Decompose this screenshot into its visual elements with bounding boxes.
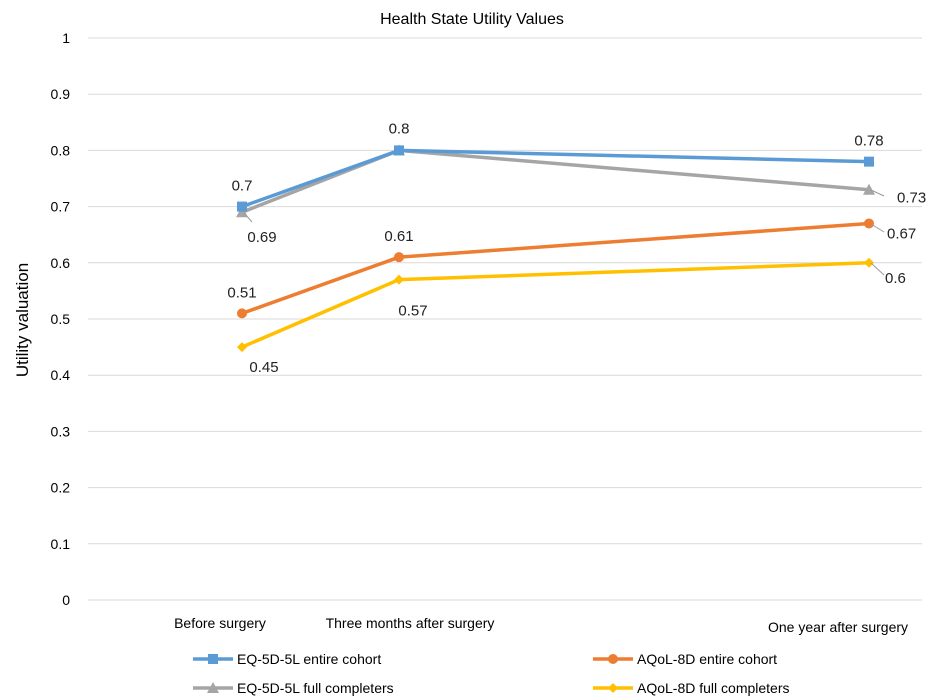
data-label: 0.57: [398, 303, 427, 320]
data-point: [394, 274, 404, 285]
data-point: [864, 156, 874, 167]
legend-label: EQ-5D-5L full completers: [237, 680, 394, 696]
data-point: [237, 201, 247, 212]
chart-title: Health State Utility Values: [380, 11, 564, 28]
gridlines: [88, 37, 922, 601]
y-axis-ticks: 0 0.1 0.2 0.3 0.4 0.5 0.6 0.7 0.8 0.9 1: [51, 30, 71, 608]
data-label: 0.78: [854, 133, 883, 150]
y-tick-label: 0.6: [51, 255, 71, 271]
y-tick-label: 0.5: [51, 311, 71, 327]
data-label: 0.61: [384, 228, 413, 245]
y-tick-label: 1: [62, 30, 70, 46]
y-axis-label: Utility valuation: [13, 263, 32, 377]
y-tick-label: 0.3: [51, 423, 71, 439]
y-tick-label: 0.4: [51, 367, 71, 383]
data-point: [608, 654, 618, 664]
y-tick-label: 0.7: [51, 199, 71, 215]
legend-label: AQoL-8D entire cohort: [637, 651, 777, 667]
data-label: 0.69: [247, 229, 276, 246]
y-tick-label: 0.9: [51, 86, 71, 102]
label-leader: [870, 223, 885, 233]
data-point: [237, 308, 247, 319]
label-leader: [870, 189, 885, 197]
data-point: [864, 257, 874, 268]
series-line: [241, 148, 870, 209]
data-label: 0.8: [389, 120, 410, 137]
legend-label: EQ-5D-5L entire cohort: [237, 651, 381, 667]
series-2: [237, 218, 874, 319]
legend-item: AQoL-8D full completers: [593, 680, 790, 696]
x-tick-label: One year after surgery: [768, 619, 908, 635]
data-label: 0.6: [885, 270, 906, 287]
legend-item: EQ-5D-5L entire cohort: [193, 651, 381, 667]
data-label: 0.67: [887, 225, 916, 242]
y-tick-label: 0.2: [51, 480, 71, 496]
data-labels: 0.7 0.8 0.78 0.69 0.73 0.51 0.61 0.67 0.45 0.57 0.…: [227, 120, 926, 376]
data-label: 0.73: [897, 190, 926, 207]
series-0: [237, 145, 874, 212]
data-point: [394, 252, 404, 263]
data-point: [394, 145, 404, 156]
series-line: [241, 261, 870, 349]
series-line: [241, 221, 870, 316]
data-point: [237, 342, 247, 353]
data-label: 0.51: [227, 284, 256, 301]
data-point: [864, 218, 874, 229]
series-lines: [236, 144, 875, 353]
data-label: 0.7: [232, 178, 253, 195]
data-point: [863, 183, 875, 195]
series-3: [237, 257, 874, 353]
data-point: [608, 683, 618, 693]
y-tick-label: 0.1: [51, 536, 71, 552]
data-point: [208, 654, 218, 664]
x-tick-label: Three months after surgery: [326, 615, 495, 631]
label-leader: [870, 262, 885, 276]
x-tick-label: Before surgery: [174, 615, 266, 631]
data-point: [207, 682, 219, 693]
legend-item: AQoL-8D entire cohort: [593, 651, 777, 667]
y-tick-label: 0.8: [51, 142, 71, 158]
label-leader: [243, 212, 253, 223]
data-label: 0.45: [249, 359, 278, 376]
legend-label: AQoL-8D full completers: [637, 680, 790, 696]
y-tick-label: 0: [62, 592, 70, 608]
x-axis-ticks: Before surgery Three months after surgery…: [174, 615, 908, 635]
legend-item: EQ-5D-5L full completers: [193, 680, 394, 696]
legend: EQ-5D-5L entire cohort AQoL-8D entire coh…: [193, 651, 790, 696]
